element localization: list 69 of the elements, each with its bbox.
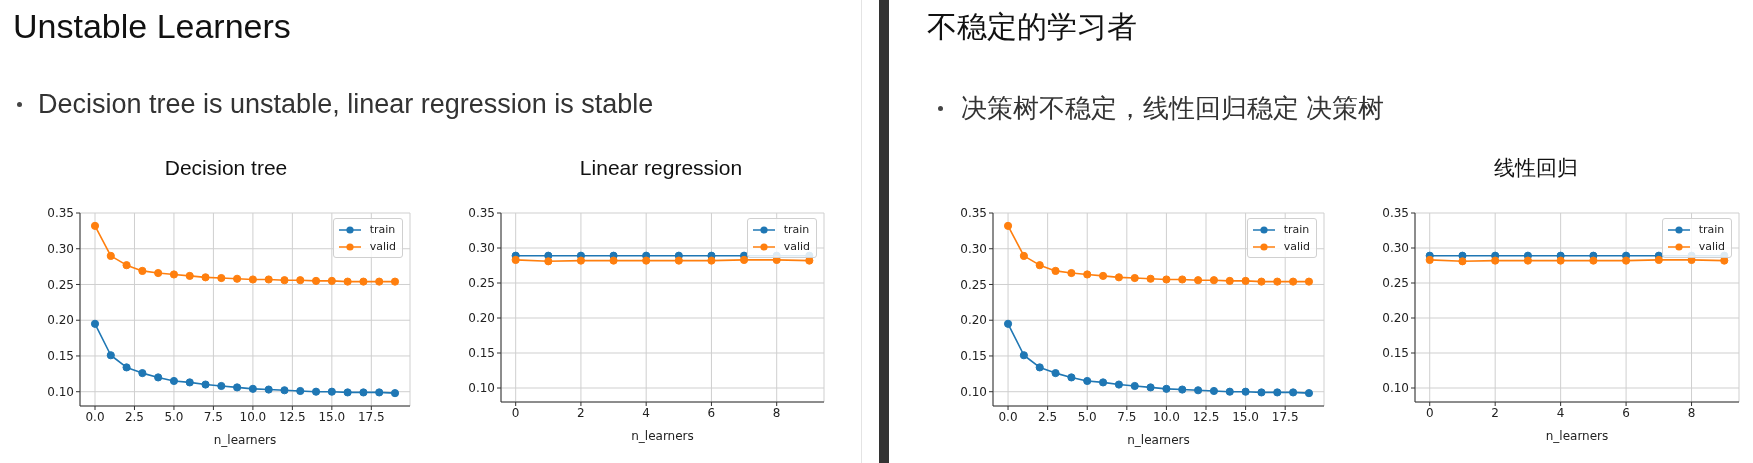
x-tick-label: 0	[1425, 405, 1434, 420]
x-tick-label: 8	[1687, 405, 1696, 420]
y-tick-label: 0.10	[468, 381, 495, 396]
x-tick-label: 0.0	[998, 409, 1018, 424]
chart-title: Linear regression	[579, 156, 743, 179]
x-tick-label: 15.0	[318, 409, 346, 424]
legend-label: valid	[783, 240, 810, 253]
y-tick-label: 0.25	[47, 277, 74, 292]
x-tick-label: 5.0	[164, 409, 184, 424]
y-tick-label: 0.15	[468, 346, 495, 361]
y-tick-label: 0.10	[960, 384, 987, 399]
y-tick-label: 0.25	[960, 277, 987, 292]
x-axis-title: n_learners	[631, 429, 694, 443]
x-tick-label: 10.0	[1153, 409, 1180, 424]
x-tick-label: 17.5	[1271, 409, 1299, 424]
y-tick-label: 0.10	[1382, 381, 1409, 396]
text: Decision tree is unstable, linear regression is stable	[38, 89, 654, 120]
x-tick-label: 12.5	[1192, 409, 1220, 424]
x-tick-label: 2.5	[124, 409, 145, 424]
y-tick-label: 0.15	[960, 349, 987, 364]
x-tick-label: 17.5	[357, 409, 385, 424]
x-tick-label: 2	[1491, 405, 1499, 420]
y-tick-label: 0.30	[960, 242, 987, 256]
chart-title: 线性回归	[1494, 156, 1578, 179]
x-axis-title: n_learners	[213, 433, 277, 447]
text: 决策树不稳定，线性回归稳定 决策树	[961, 93, 1385, 123]
y-tick-label: 0.35	[468, 206, 495, 221]
x-tick-label: 0	[511, 405, 520, 420]
legend-label: valid	[1698, 240, 1725, 253]
legend-label: valid	[369, 240, 396, 253]
y-tick-label: 0.20	[47, 313, 74, 328]
x-tick-label: 10.0	[239, 409, 267, 424]
y-tick-label: 0.30	[1382, 241, 1409, 256]
text: 不稳定的学习者	[927, 10, 1137, 44]
legend-label: train	[1283, 223, 1310, 236]
y-tick-label: 0.20	[468, 311, 495, 326]
x-axis-title: n_learners	[1545, 429, 1609, 443]
x-tick-label: 2	[577, 405, 585, 420]
x-axis-title: n_learners	[1127, 433, 1190, 447]
legend-label: train	[783, 223, 810, 236]
y-tick-label: 0.30	[47, 242, 74, 256]
x-tick-label: 7.5	[203, 409, 223, 424]
text: Unstable Learners	[13, 7, 291, 45]
y-tick-label: 0.20	[1382, 311, 1409, 326]
legend-label: train	[1698, 223, 1725, 236]
y-tick-label: 0.10	[47, 384, 74, 399]
y-tick-label: 0.35	[960, 206, 987, 221]
y-tick-label: 0.35	[1382, 206, 1409, 221]
y-tick-label: 0.30	[468, 241, 495, 256]
y-tick-label: 0.35	[47, 206, 74, 221]
x-tick-label: 0.0	[85, 409, 105, 424]
x-tick-label: 4	[1556, 405, 1565, 420]
x-tick-label: 6	[1622, 405, 1630, 420]
legend-label: valid	[1283, 240, 1310, 253]
y-tick-label: 0.15	[1382, 346, 1409, 361]
chart-title: Decision tree	[164, 156, 288, 179]
x-tick-label: 5.0	[1077, 409, 1097, 424]
x-tick-label: 2.5	[1038, 409, 1058, 424]
x-tick-label: 4	[642, 405, 651, 420]
x-tick-label: 12.5	[279, 409, 306, 424]
x-tick-label: 8	[772, 405, 781, 420]
y-tick-label: 0.20	[960, 313, 987, 328]
legend-label: train	[369, 223, 396, 236]
y-tick-label: 0.25	[468, 276, 495, 291]
x-tick-label: 15.0	[1232, 409, 1259, 424]
x-tick-label: 7.5	[1117, 409, 1137, 424]
x-tick-label: 6	[707, 405, 716, 420]
y-tick-label: 0.25	[1382, 276, 1409, 291]
y-tick-label: 0.15	[47, 349, 74, 364]
